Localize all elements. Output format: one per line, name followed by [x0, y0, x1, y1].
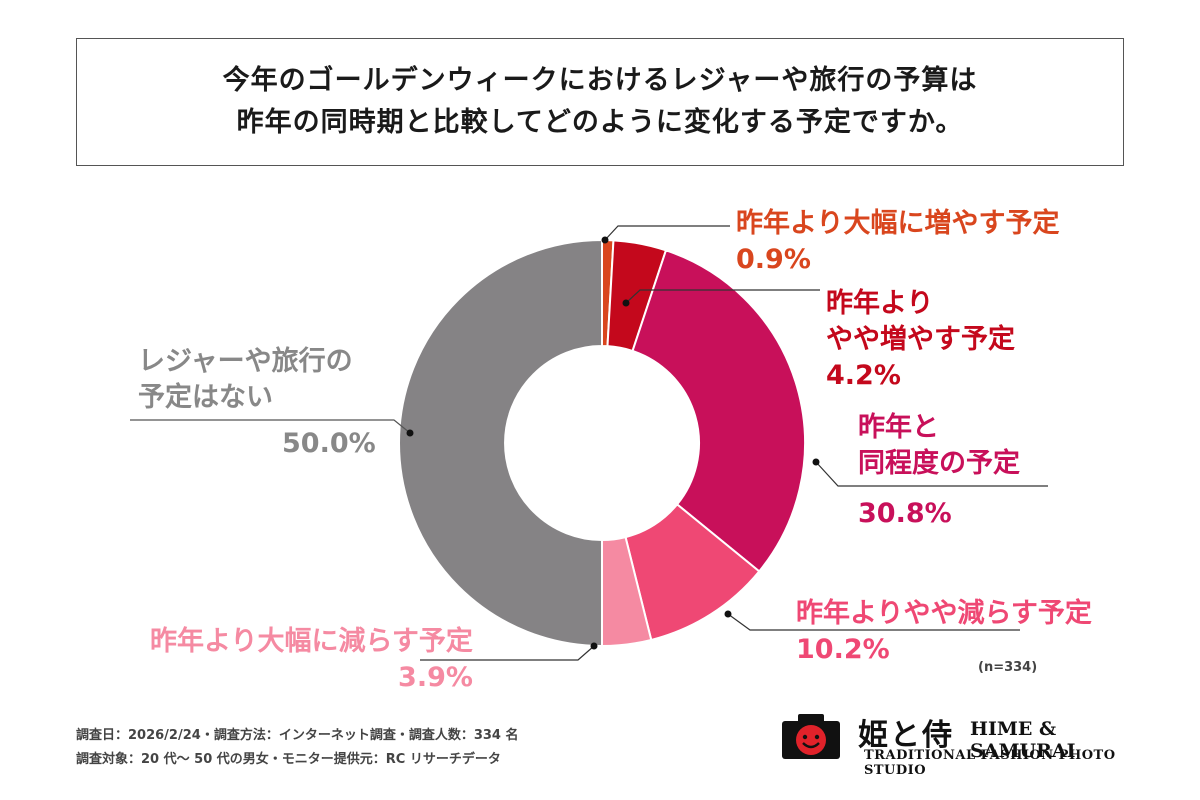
label-pct: 4.2% [826, 360, 901, 391]
leader-dot [812, 458, 820, 466]
label-text: 昨年より大幅に減らす予定 [150, 626, 473, 657]
label-slight-decrease: 昨年よりやや減らす予定 10.2% [796, 596, 1092, 668]
brand-logo: 姫と侍 HIME & SAMURAI TRADITIONAL FASHION P… [780, 708, 1140, 778]
leader-large-increase [604, 225, 730, 241]
label-slight-increase: 昨年より やや増やす予定 4.2% [826, 286, 1015, 394]
title-box: 今年のゴールデンウィークにおけるレジャーや旅行の予算は 昨年の同時期と比較してど… [76, 38, 1124, 166]
label-line2: 予定はない [138, 382, 273, 413]
chart-title-line-2: 昨年の同時期と比較してどのように変化する予定ですか。 [236, 107, 964, 138]
label-large-decrease: 昨年より大幅に減らす予定 3.9% [150, 624, 473, 696]
label-line1: レジャーや旅行の [138, 346, 353, 377]
label-line2: 同程度の予定 [858, 448, 1020, 479]
label-large-increase: 昨年より大幅に増やす予定 0.9% [736, 206, 1059, 278]
leader-slight-decrease [727, 613, 1020, 631]
leader-large-decrease [420, 645, 595, 661]
leader-same [815, 461, 1048, 487]
label-line2: やや増やす予定 [826, 324, 1015, 355]
footer-survey-info: 調査日：2026/2/24・調査方法：インターネット調査・調査人数：334 名 [76, 728, 519, 743]
donut-slice-5 [398, 238, 603, 648]
chart-title-line-1: 今年のゴールデンウィークにおけるレジャーや旅行の予算は [222, 65, 978, 96]
leader-dot [590, 642, 598, 650]
leader-dot [622, 299, 630, 307]
footer-survey-target: 調査対象：20 代〜 50 代の男女・モニター提供元：RC リサーチデータ [76, 752, 501, 767]
label-pct: 30.8% [858, 498, 952, 529]
logo-kanji: 姫と侍 [858, 718, 954, 753]
label-pct: 0.9% [736, 244, 811, 275]
label-text: 昨年よりやや減らす予定 [796, 598, 1092, 629]
label-line1: 昨年と [858, 412, 939, 443]
camera-smiley-icon [782, 714, 840, 759]
leader-no-plan [130, 419, 411, 434]
logo-subtitle: TRADITIONAL FASHION PHOTO STUDIO [864, 748, 1116, 778]
label-same: 昨年と 同程度の予定 30.8% [858, 410, 1020, 532]
label-line1: 昨年より [826, 288, 934, 319]
label-text: 昨年より大幅に増やす予定 [736, 208, 1060, 239]
logo-english: HIME & SAMURAI [970, 718, 1076, 762]
leader-dot [724, 610, 732, 618]
label-pct: 3.9% [398, 662, 473, 693]
sample-size-note: (n=334) [978, 660, 1038, 675]
leader-dot [406, 429, 414, 437]
donut-slice-2 [631, 249, 806, 573]
label-pct: 10.2% [796, 634, 890, 665]
leader-dot [601, 236, 609, 244]
label-no-plan-pct: 50.0% [282, 428, 376, 459]
label-no-plan: レジャーや旅行の 予定はない [138, 344, 353, 416]
leader-slight-increase [625, 289, 820, 304]
